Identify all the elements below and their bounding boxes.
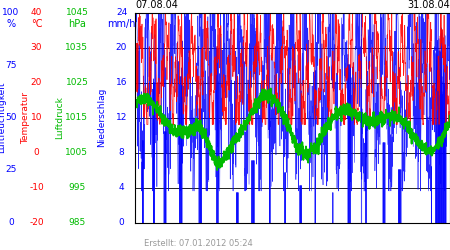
Text: 8: 8: [119, 148, 124, 157]
Text: 20: 20: [31, 78, 42, 87]
Text: 0: 0: [119, 218, 124, 227]
Text: %: %: [6, 19, 15, 29]
Text: mm/h: mm/h: [107, 19, 136, 29]
Text: 12: 12: [116, 113, 127, 122]
Text: 07.08.04: 07.08.04: [135, 0, 178, 10]
Text: 0: 0: [34, 148, 39, 157]
Text: 995: 995: [68, 183, 86, 192]
Text: 31.08.04: 31.08.04: [407, 0, 450, 10]
Text: hPa: hPa: [68, 19, 86, 29]
Text: 24: 24: [116, 8, 127, 17]
Text: 20: 20: [116, 43, 127, 52]
Text: 10: 10: [31, 113, 42, 122]
Text: Luftdruck: Luftdruck: [55, 96, 64, 139]
Text: 30: 30: [31, 43, 42, 52]
Text: -20: -20: [29, 218, 44, 227]
Text: 4: 4: [119, 183, 124, 192]
Text: Erstellt: 07.01.2012 05:24: Erstellt: 07.01.2012 05:24: [144, 238, 253, 248]
Text: °C: °C: [31, 19, 42, 29]
Text: 50: 50: [5, 113, 17, 122]
Text: Niederschlag: Niederschlag: [97, 88, 106, 147]
Text: Luftfeuchtigkeit: Luftfeuchtigkeit: [0, 82, 6, 153]
Text: 1025: 1025: [66, 78, 88, 87]
Text: 40: 40: [31, 8, 42, 17]
Text: 0: 0: [8, 218, 14, 227]
Text: 1035: 1035: [65, 43, 89, 52]
Text: 985: 985: [68, 218, 86, 227]
Text: 75: 75: [5, 60, 17, 70]
Text: 1015: 1015: [65, 113, 89, 122]
Text: 25: 25: [5, 166, 17, 174]
Text: 100: 100: [2, 8, 19, 17]
Text: Temperatur: Temperatur: [21, 92, 30, 144]
Text: 16: 16: [116, 78, 127, 87]
Text: -10: -10: [29, 183, 44, 192]
Text: 1005: 1005: [65, 148, 89, 157]
Text: 1045: 1045: [66, 8, 88, 17]
